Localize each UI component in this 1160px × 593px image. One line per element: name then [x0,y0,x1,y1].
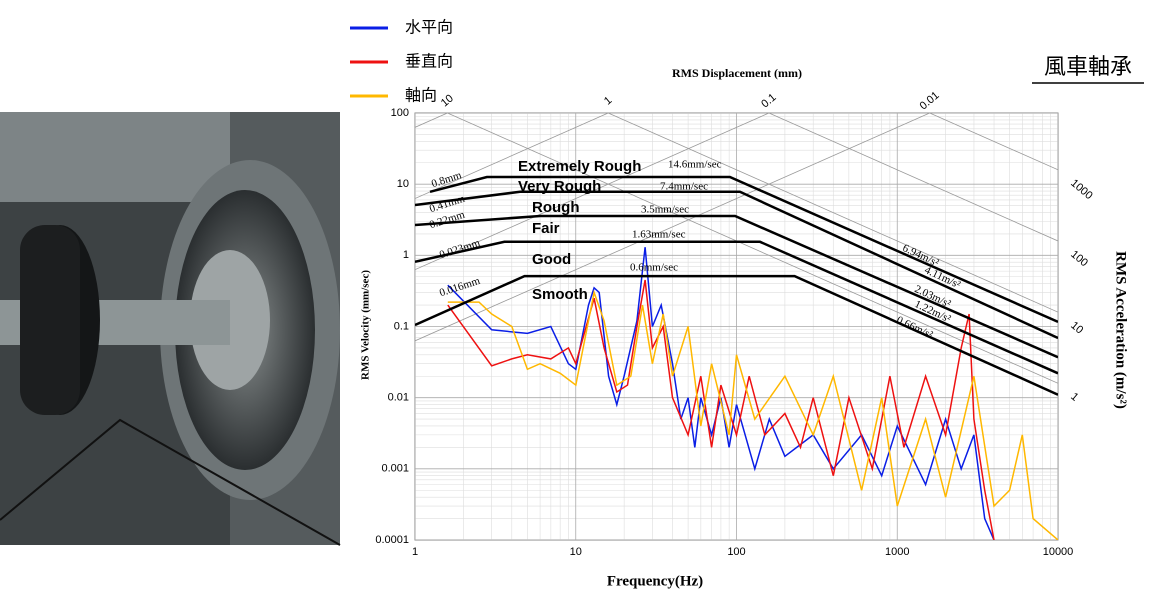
x-tick-label: 10000 [1043,546,1074,558]
acceleration-tick-label: 10 [1068,319,1085,336]
y-tick-label: 0.001 [381,463,409,475]
displacement-tick-label: 0.1 [759,91,778,110]
velocity-label: 0.6mm/sec [630,262,678,274]
chart-title: 風車軸承 [1044,55,1132,80]
severity-line [429,175,1058,324]
severity-line [415,214,1058,359]
zone-label: Smooth [532,286,588,303]
displacement-grid-line [415,113,931,342]
x-tick-label: 100 [727,546,745,558]
velocity-label: 3.5mm/sec [641,204,689,216]
right-axis-label: RMS Acceleration (m/s²) [1113,251,1129,409]
velocity-label: 7.4mm/sec [660,181,708,193]
acceleration-tick-label: 1 [1068,391,1080,404]
velocity-label: 14.6mm/sec [668,159,722,171]
displacement-tick-label: 0.01 [918,89,942,112]
y-tick-label: 100 [391,107,409,119]
legend-label: 軸向 [405,86,437,105]
legend-label: 垂直向 [405,52,453,71]
acceleration-grid-line [928,113,1058,171]
series-line [447,279,995,540]
zone-label: Fair [532,220,560,237]
series-line [447,247,995,540]
displacement-label: 0.016mm [438,275,482,299]
severity-line [415,190,1058,340]
severity-line [415,240,1058,375]
zone-label: Very Rough [518,178,601,195]
y-tick-label: 0.0001 [375,534,409,546]
displacement-tick-label: 10 [439,92,456,109]
x-axis-label: Frequency(Hz) [607,573,703,589]
x-tick-label: 1000 [885,546,909,558]
y-tick-label: 10 [397,178,409,190]
top-axis-label: RMS Displacement (mm) [672,66,802,80]
severity-line [415,274,1058,396]
y-axis-label: RMS Velocity (mm/sec) [360,270,372,380]
x-tick-label: 10 [570,546,582,558]
plot-area [415,113,1058,540]
x-tick-label: 1 [412,546,418,558]
displacement-grid-line [415,113,610,199]
zone-label: Rough [532,199,579,216]
legend-label: 水平向 [405,18,453,37]
acceleration-grid-line [607,113,1058,313]
acceleration-tick-label: 1000 [1068,177,1094,202]
zone-label: Good [532,251,571,268]
displacement-tick-label: 1 [602,94,614,107]
y-tick-label: 0.01 [388,392,409,404]
displacement-label: 0.023mm [438,237,482,261]
acceleration-grid-line [767,113,1058,242]
y-tick-label: 0.1 [394,320,409,332]
displacement-grid-line [415,113,770,271]
acceleration-tick-label: 100 [1068,248,1090,269]
acceleration-label: 6.94m/s² [901,242,942,269]
velocity-label: 1.63mm/sec [632,229,686,241]
zone-label: Extremely Rough [518,158,641,175]
y-tick-label: 1 [403,249,409,261]
photo [0,112,341,546]
displacement-grid-line [415,113,449,128]
series-line [447,289,1058,540]
